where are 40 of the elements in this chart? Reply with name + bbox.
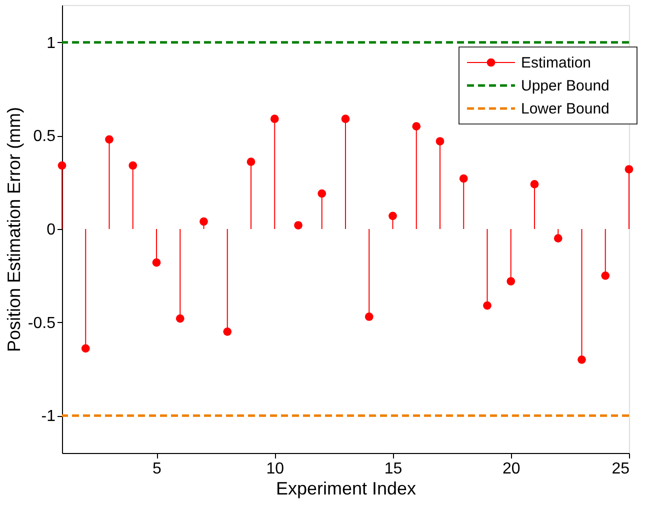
point (318, 189, 326, 198)
point (223, 327, 232, 336)
legend-label: Lower Bound (521, 100, 610, 118)
point (388, 212, 397, 220)
point (578, 355, 586, 364)
y-tick-label: 1 (46, 34, 56, 52)
legend-label: Estimation (521, 54, 592, 72)
point (341, 114, 350, 124)
x-tick-label: 25 (612, 460, 630, 478)
y-tick-label: 0.5 (33, 128, 56, 146)
point (200, 217, 208, 226)
legend-label: Upper Bound (521, 78, 610, 94)
point (294, 221, 302, 230)
point (81, 344, 90, 353)
y-tick-label: -0.5 (28, 314, 56, 332)
x-tick-label: 5 (152, 460, 162, 478)
point (270, 114, 279, 124)
point (601, 271, 610, 280)
x-tick-label: 15 (384, 460, 402, 478)
x-tick-label: 10 (266, 460, 284, 478)
point (554, 234, 562, 243)
y-tick-label: -1 (41, 408, 56, 426)
point (176, 314, 184, 323)
point (364, 312, 374, 321)
point (152, 258, 161, 267)
point (436, 137, 444, 146)
point (624, 165, 634, 174)
point (506, 277, 516, 286)
point (105, 135, 114, 144)
x-axis-title: Experiment Index (276, 478, 416, 498)
point (412, 122, 421, 131)
point (128, 161, 138, 170)
point (483, 301, 492, 310)
point (246, 158, 256, 166)
y-tick-label: 0 (46, 222, 56, 238)
x-tick-label: 20 (502, 460, 520, 478)
point (530, 180, 539, 188)
point (58, 161, 66, 170)
point (459, 174, 468, 183)
y-axis-title: Position Estimation Error (mm) (4, 106, 24, 352)
